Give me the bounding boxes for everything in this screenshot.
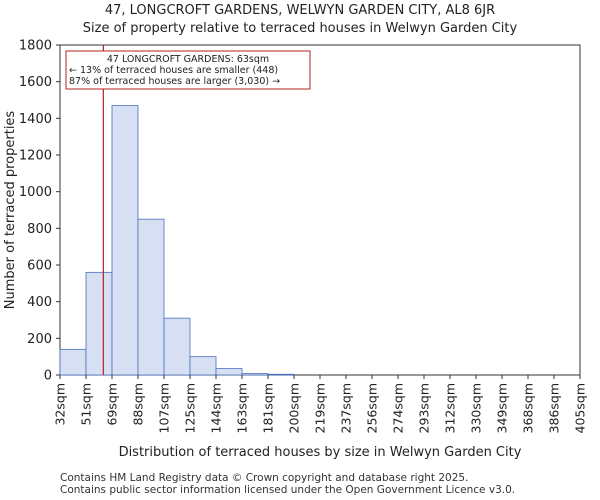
x-tick-label: 405sqm (573, 383, 588, 433)
y-tick-label: 1600 (19, 75, 52, 90)
y-tick-label: 1400 (19, 112, 52, 127)
x-tick-label: 144sqm (209, 383, 224, 433)
annotation-line: ← 13% of terraced houses are smaller (44… (69, 65, 278, 76)
y-tick-label: 1000 (19, 185, 52, 200)
annotation-box (65, 50, 311, 90)
chart-subtitle: Size of property relative to terraced ho… (82, 21, 518, 36)
footer-copyright: Contains HM Land Registry data © Crown c… (60, 472, 469, 484)
x-tick-label: 368sqm (521, 383, 536, 433)
x-tick-label: 181sqm (261, 383, 276, 433)
y-tick-label: 800 (27, 222, 52, 237)
footer-licence: Contains public sector information licen… (60, 484, 516, 496)
annotation-line: 47 LONGCROFT GARDENS: 63sqm (107, 54, 269, 65)
annotation-line: 87% of terraced houses are larger (3,030… (69, 76, 280, 87)
x-tick-label: 51sqm (79, 383, 94, 426)
x-tick-label: 274sqm (391, 383, 406, 433)
histogram-bar (215, 368, 243, 376)
x-axis-label: Distribution of terraced houses by size … (119, 445, 522, 460)
histogram-bar (163, 317, 191, 376)
histogram-bar (189, 356, 217, 376)
y-tick-label: 0 (44, 369, 52, 384)
x-tick-label: 125sqm (183, 383, 198, 433)
y-axis-label: Number of terraced properties (3, 111, 18, 310)
histogram-bar (267, 373, 295, 376)
x-tick-label: 88sqm (131, 383, 146, 426)
y-tick-label: 600 (27, 259, 52, 274)
x-tick-label: 386sqm (547, 383, 562, 433)
x-tick-label: 69sqm (105, 383, 120, 426)
chart-title: 47, LONGCROFT GARDENS, WELWYN GARDEN CIT… (104, 3, 496, 18)
x-tick-label: 330sqm (469, 383, 484, 433)
x-tick-label: 237sqm (339, 383, 354, 433)
x-tick-label: 163sqm (235, 383, 250, 433)
histogram-bar (241, 373, 269, 376)
y-tick-label: 1200 (19, 149, 52, 164)
x-tick-label: 219sqm (313, 383, 328, 433)
x-tick-label: 256sqm (365, 383, 380, 433)
x-tick-label: 293sqm (417, 383, 432, 433)
histogram-bar (137, 218, 165, 376)
x-tick-label: 349sqm (495, 383, 510, 433)
y-tick-label: 1800 (19, 39, 52, 54)
y-tick-label: 200 (27, 332, 52, 347)
histogram-bar (85, 271, 113, 376)
histogram-bar (59, 348, 87, 376)
y-tick-label: 400 (27, 295, 52, 310)
x-tick-label: 312sqm (443, 383, 458, 433)
x-tick-label: 200sqm (287, 383, 302, 433)
histogram-bar (111, 105, 139, 376)
x-tick-label: 32sqm (53, 383, 68, 426)
x-tick-label: 107sqm (157, 383, 172, 433)
